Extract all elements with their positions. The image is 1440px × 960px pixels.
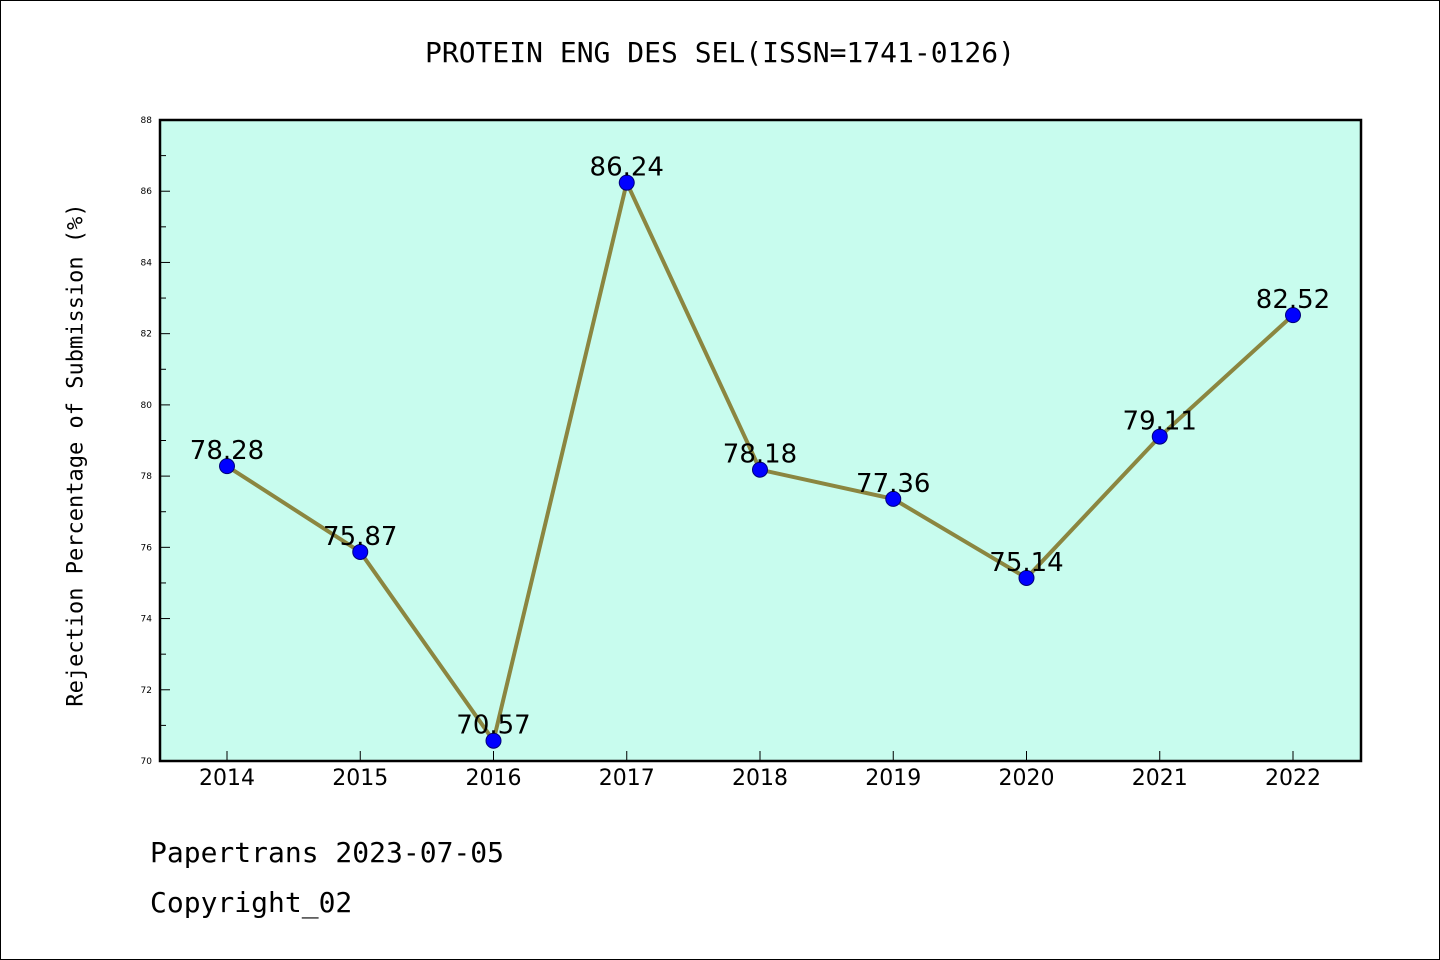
y-tick-label: 84 [141, 258, 153, 268]
x-tick-label: 2019 [865, 766, 921, 791]
y-tick-label: 78 [141, 472, 153, 482]
data-point [1018, 569, 1035, 586]
x-tick-label: 2015 [332, 766, 388, 791]
data-point [485, 732, 502, 749]
footer-date: Papertrans 2023-07-05 [150, 836, 505, 869]
x-tick-label: 2021 [1132, 766, 1188, 791]
x-tick-label: 2022 [1265, 766, 1321, 791]
y-tick-label: 88 [141, 116, 153, 126]
data-label: 78.18 [723, 440, 797, 470]
y-tick-label: 72 [141, 686, 152, 696]
data-points [219, 174, 1301, 749]
y-tick-label: 80 [141, 401, 153, 411]
data-label: 77.36 [856, 469, 930, 499]
data-point [752, 461, 768, 478]
y-tick-label: 70 [141, 757, 153, 767]
data-label: 79.11 [1123, 407, 1197, 437]
y-tick-label: 82 [141, 330, 152, 340]
x-tick-label: 2020 [999, 766, 1055, 791]
footer-copyright: Copyright_02 [150, 886, 353, 919]
y-tick-label: 74 [141, 615, 153, 625]
data-label: 86.24 [590, 153, 664, 183]
data-label: 75.14 [989, 548, 1063, 578]
y-tick-label: 76 [141, 543, 153, 553]
chart-title: PROTEIN ENG DES SEL(ISSN=1741-0126) [424, 36, 1015, 69]
data-label: 82.52 [1256, 285, 1330, 315]
data-label: 75.87 [323, 522, 397, 552]
x-tick-label: 2016 [466, 766, 522, 791]
x-tick-label: 2017 [599, 766, 655, 791]
data-labels: 78.28 75.87 70.57 86.24 78.18 77.36 75.14 79.11… [190, 153, 1330, 741]
data-point [219, 458, 235, 475]
y-tick-label: 86 [141, 187, 153, 197]
data-point [1285, 307, 1301, 324]
x-tick-label: 2018 [732, 766, 788, 791]
data-label: 78.28 [190, 436, 264, 466]
data-point [1151, 428, 1168, 445]
data-label: 70.57 [456, 711, 530, 741]
data-point [618, 174, 635, 191]
x-axis-ticks: 2014 2015 2016 2017 2018 2019 2020 2021 2022 [199, 751, 1321, 791]
data-point [885, 490, 902, 507]
data-point [352, 543, 369, 560]
plot-border [158, 118, 1363, 763]
x-tick-label: 2014 [199, 766, 255, 791]
